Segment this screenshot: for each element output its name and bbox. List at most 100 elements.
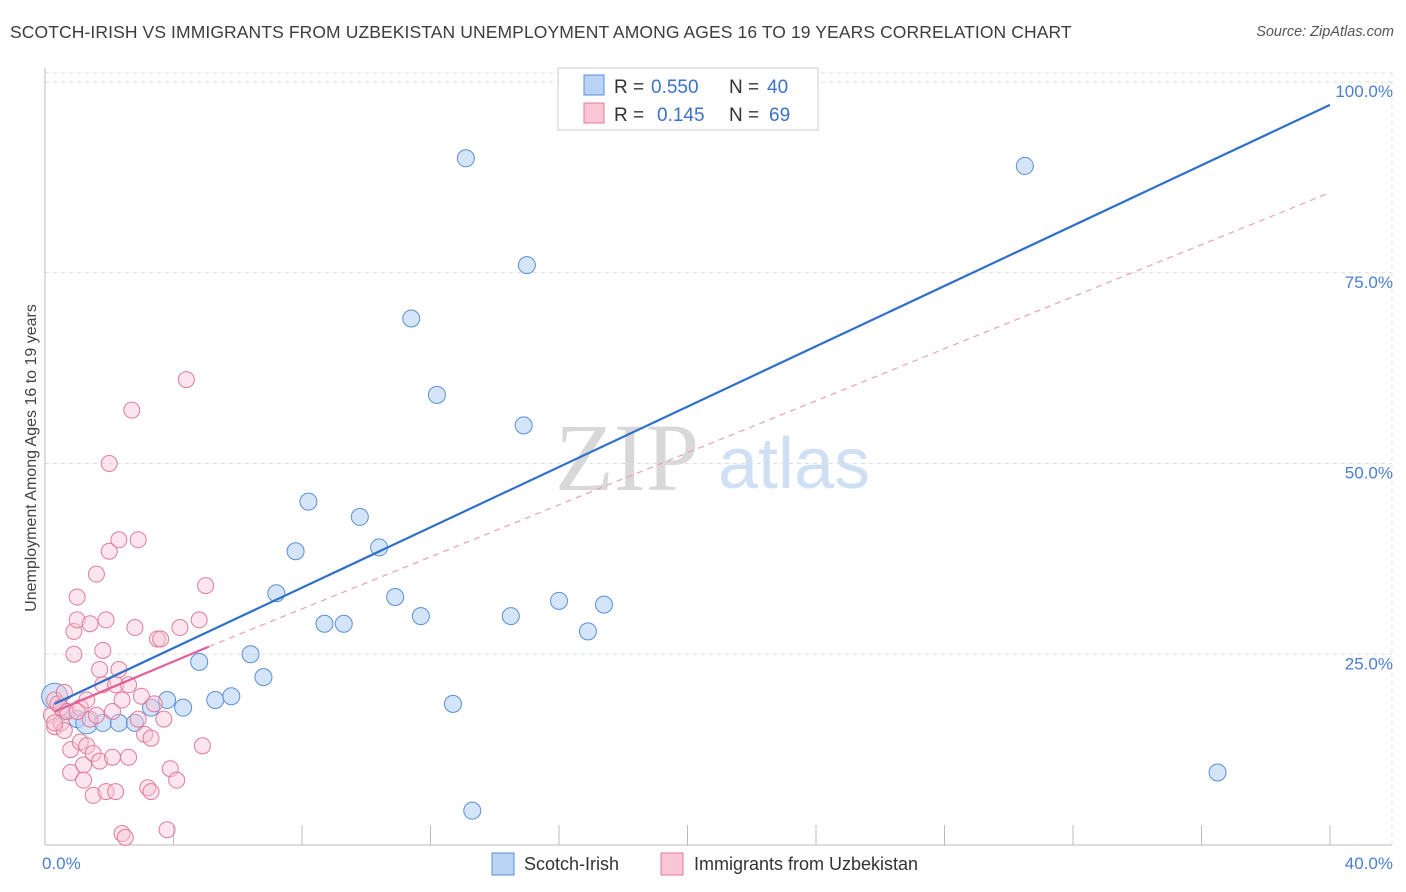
chart-title: SCOTCH-IRISH VS IMMIGRANTS FROM UZBEKIST…	[10, 22, 1072, 42]
uzbekistan-point	[145, 695, 163, 713]
legend-r-value-1: 0.550	[651, 77, 699, 98]
uzbekistan-point	[116, 828, 134, 846]
legend-n-value-2: 69	[769, 105, 790, 126]
uzbekistan-point	[132, 687, 150, 705]
legend-r-label-2: R =	[614, 105, 644, 126]
legend-n-label-2: N =	[729, 105, 759, 126]
bottom-legend-swatch-scotch-irish	[491, 852, 515, 876]
uzbekistan-point	[103, 748, 121, 766]
legend-swatch-uzbekistan	[583, 102, 605, 124]
legend-n-value-1: 40	[767, 77, 788, 98]
scotch-irish-point	[578, 622, 597, 641]
uzbekistan-point	[62, 764, 80, 782]
legend-r-value-2: 0.145	[657, 105, 705, 126]
uzbekistan-point	[68, 588, 86, 606]
scotch-irish-point	[334, 614, 353, 633]
scotch-irish-point	[286, 542, 305, 561]
uzbekistan-point	[87, 565, 105, 583]
uzbekistan-point	[168, 771, 186, 789]
legend-swatch-scotch-irish	[583, 74, 605, 96]
scotch-irish-point	[463, 801, 482, 820]
uzbekistan-point	[197, 577, 215, 595]
uzbekistan-point	[155, 710, 173, 728]
uzbekistan-point	[91, 752, 109, 770]
uzbekistan-point	[190, 611, 208, 629]
scotch-irish-point	[402, 309, 421, 328]
uzbekistan-point	[113, 691, 131, 709]
uzbekistan-points	[42, 371, 215, 846]
uzbekistan-point	[94, 641, 112, 659]
scotch-irish-point	[514, 416, 533, 435]
axes	[44, 68, 1392, 846]
uzbekistan-point	[65, 645, 83, 663]
scotch-irish-point	[594, 595, 613, 614]
uzbekistan-point	[110, 531, 128, 549]
uzbekistan-trend-line	[54, 645, 210, 713]
uzbekistan-point	[87, 706, 105, 724]
uzbekistan-point	[126, 619, 144, 637]
scotch-irish-point	[427, 385, 446, 404]
uzbekistan-point	[97, 611, 115, 629]
y-tick-label-50: 50.0%	[1345, 464, 1393, 483]
scotch-irish-point	[222, 687, 241, 706]
uzbekistan-point	[68, 611, 86, 629]
scotch-irish-point	[315, 614, 334, 633]
uzbekistan-point	[123, 401, 141, 419]
chart-source: Source: ZipAtlas.com	[1256, 24, 1394, 40]
uzbekistan-point	[81, 615, 99, 633]
scotch-irish-point	[299, 492, 318, 511]
uzbekistan-point	[107, 783, 125, 801]
scotch-irish-point	[241, 645, 260, 664]
uzbekistan-point	[103, 702, 121, 720]
uzbekistan-point	[65, 622, 83, 640]
uzbekistan-point	[129, 710, 147, 728]
scotch-irish-point	[254, 668, 273, 687]
y-tick-label-25: 25.0%	[1345, 654, 1393, 673]
uzbekistan-point	[158, 821, 176, 839]
scotch-irish-point	[190, 652, 209, 671]
scotch-irish-point	[501, 607, 520, 626]
uzbekistan-point	[97, 783, 115, 801]
uzbekistan-point	[75, 756, 93, 774]
scotch-irish-point	[1015, 156, 1034, 175]
uzbekistan-point	[100, 542, 118, 560]
scotch-irish-point	[386, 588, 405, 607]
y-axis-label: Unemployment Among Ages 16 to 19 years	[23, 304, 40, 612]
bottom-legend-label-uzbekistan: Immigrants from Uzbekistan	[694, 854, 918, 874]
uzbekistan-point	[142, 783, 160, 801]
uzbekistan-point	[46, 714, 64, 732]
uzbekistan-point	[142, 729, 160, 747]
y-tick-label-100: 100.0%	[1335, 82, 1393, 101]
scotch-irish-point	[411, 607, 430, 626]
legend-r-label-1: R =	[614, 77, 644, 98]
scotch-irish-point	[350, 507, 369, 526]
x-tick-label-max: 40.0%	[1345, 854, 1393, 873]
y-tick-label-75: 75.0%	[1345, 273, 1393, 292]
scotch-irish-point	[174, 698, 193, 717]
scotch-irish-point	[1208, 763, 1227, 782]
uzbekistan-point	[171, 619, 189, 637]
scotch-irish-point	[517, 256, 536, 275]
legend-n-label-1: N =	[729, 77, 759, 98]
scotch-irish-point	[206, 691, 225, 710]
uzbekistan-point	[84, 786, 102, 804]
uzbekistan-point	[100, 455, 118, 472]
scotch-irish-trend-line	[54, 103, 1331, 705]
uzbekistan-point	[55, 683, 73, 701]
bottom-legend: Scotch-Irish Immigrants from Uzbekistan	[491, 852, 918, 876]
uzbekistan-point	[91, 661, 109, 679]
uzbekistan-trend-extrapolation	[208, 192, 1331, 648]
uzbekistan-point	[68, 702, 86, 720]
x-tick-label-min: 0.0%	[42, 854, 81, 873]
uzbekistan-point	[177, 371, 195, 389]
uzbekistan-point	[129, 531, 147, 549]
uzbekistan-point	[120, 748, 138, 766]
trend-lines	[54, 103, 1331, 713]
scotch-irish-point	[158, 691, 177, 710]
uzbekistan-point	[193, 737, 211, 755]
bottom-legend-swatch-uzbekistan	[660, 852, 684, 876]
scotch-irish-point	[550, 591, 568, 610]
scotch-irish-point	[456, 149, 475, 168]
uzbekistan-point	[152, 630, 170, 648]
